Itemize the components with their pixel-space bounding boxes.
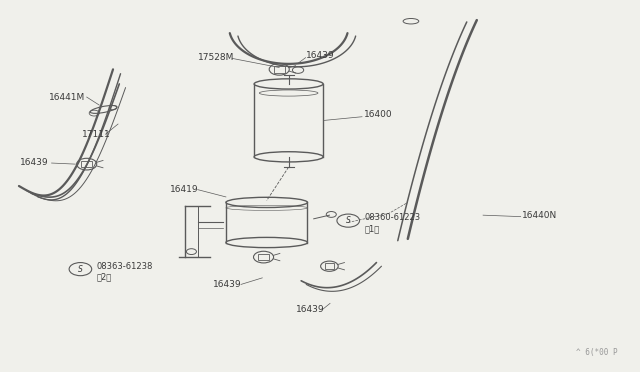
Bar bbox=[81, 161, 92, 167]
Text: 08363-61238: 08363-61238 bbox=[97, 262, 153, 271]
Ellipse shape bbox=[254, 79, 323, 89]
Text: 16439: 16439 bbox=[213, 280, 242, 289]
Text: 16419: 16419 bbox=[170, 185, 198, 194]
Text: 16400: 16400 bbox=[364, 110, 392, 119]
Text: 17528M: 17528M bbox=[198, 53, 234, 62]
Text: 17111: 17111 bbox=[82, 130, 111, 139]
Text: （1）: （1） bbox=[365, 224, 380, 233]
Text: ^ 6(*00 P: ^ 6(*00 P bbox=[576, 348, 618, 357]
Ellipse shape bbox=[226, 237, 307, 248]
Text: 16439: 16439 bbox=[296, 305, 324, 314]
Text: S: S bbox=[78, 264, 83, 274]
Bar bbox=[258, 254, 269, 260]
Text: 16441M: 16441M bbox=[49, 93, 85, 102]
Text: 16439: 16439 bbox=[20, 158, 49, 167]
Text: （2）: （2） bbox=[97, 273, 112, 282]
Text: 16439: 16439 bbox=[306, 51, 335, 60]
Text: 08360-61223: 08360-61223 bbox=[365, 213, 420, 222]
Text: S: S bbox=[346, 216, 351, 225]
Bar bbox=[324, 263, 334, 269]
Ellipse shape bbox=[254, 152, 323, 162]
Bar bbox=[274, 66, 285, 73]
Ellipse shape bbox=[226, 197, 307, 208]
Text: 16440N: 16440N bbox=[522, 211, 557, 219]
